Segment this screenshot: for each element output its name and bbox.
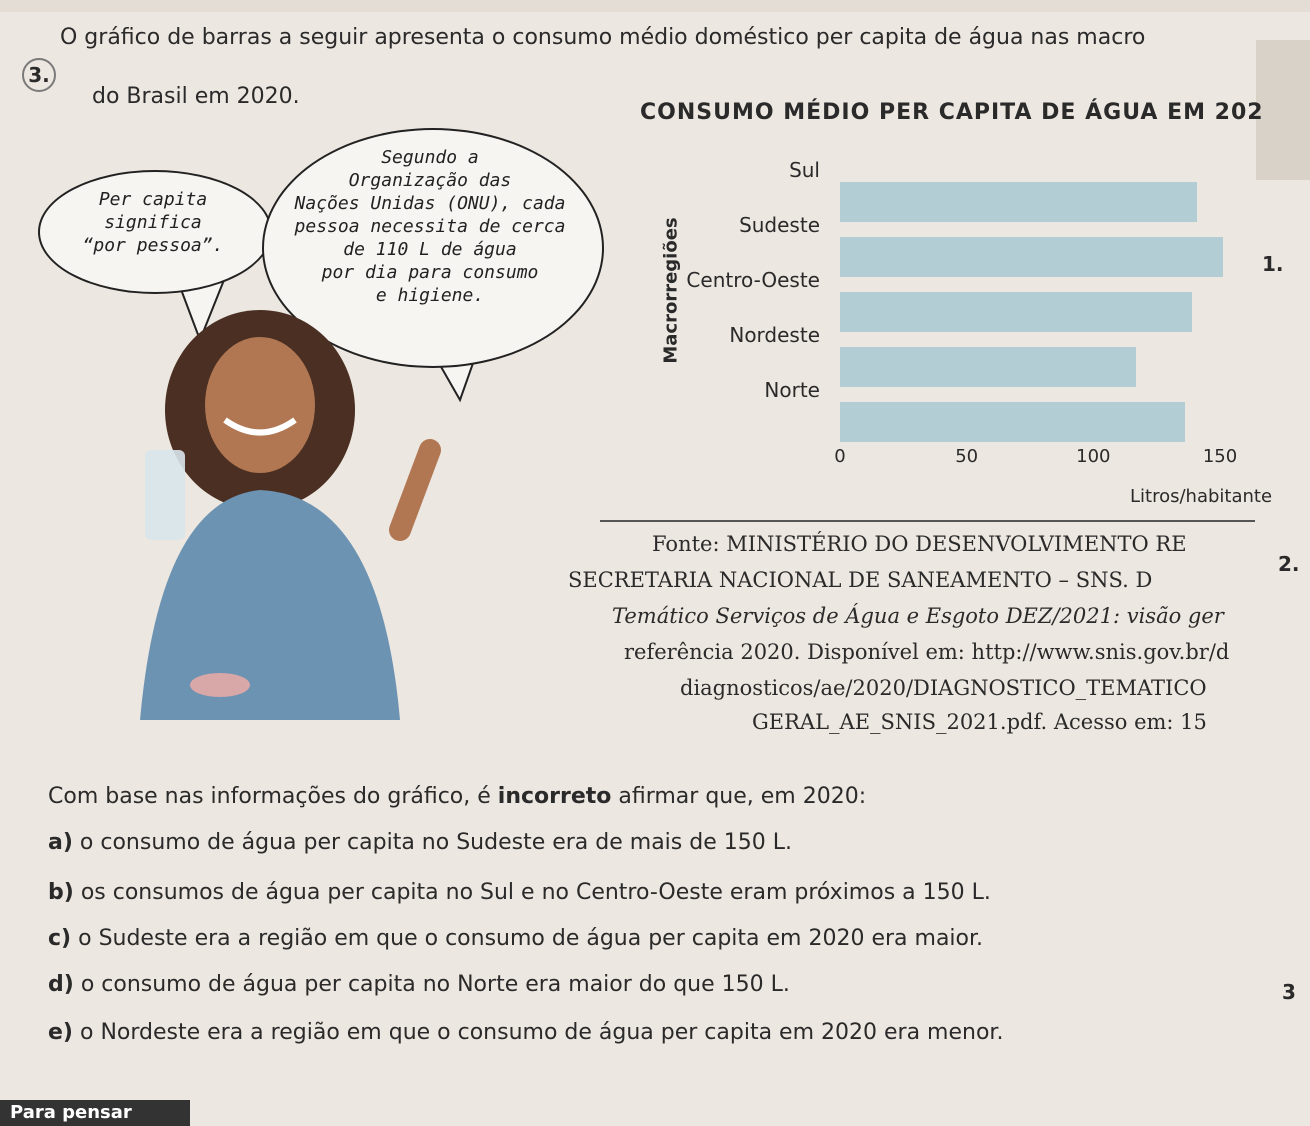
margin-number-2: 2. [1278, 552, 1300, 576]
option-b: b) os consumos de água per capita no Sul… [48, 880, 991, 905]
option-text: o Sudeste era a região em que o consumo … [78, 926, 984, 951]
footer-section-tab: Para pensar [0, 1100, 190, 1126]
question-number: 3. [22, 58, 56, 92]
person-illustration [140, 310, 441, 720]
bar-sudeste [840, 237, 1223, 277]
prompt-before: Com base nas informações do gráfico, é [48, 784, 498, 809]
prompt-after: afirmar que, em 2020: [611, 784, 867, 809]
side-panel [1256, 40, 1310, 180]
option-letter: e) [48, 1020, 73, 1045]
option-e: e) o Nordeste era a região em que o cons… [48, 1020, 1003, 1045]
option-letter: b) [48, 880, 74, 905]
source-line-1: Fonte: MINISTÉRIO DO DESENVOLVIMENTO RE [652, 532, 1187, 556]
chart-x-axis-label: Litros/habitante [1130, 486, 1273, 507]
bar-norte [840, 402, 1185, 442]
category-label: Nordeste [729, 323, 820, 347]
source-line-5: diagnosticos/ae/2020/DIAGNOSTICO_TEMATIC… [680, 676, 1207, 700]
speech-bubble-left-text: Per capita significa “por pessoa”. [82, 189, 224, 256]
option-letter: a) [48, 830, 73, 855]
source-line-3: Temático Serviços de Água e Esgoto DEZ/2… [612, 604, 1224, 628]
option-letter: c) [48, 926, 72, 951]
source-line-6: GERAL_AE_SNIS_2021.pdf. Acesso em: 15 [752, 710, 1207, 734]
category-label: Sul [789, 158, 820, 182]
option-text: o Nordeste era a região em que o consumo… [79, 1020, 1004, 1045]
chart-bottom-rule [600, 520, 1255, 522]
bar-sul [840, 182, 1198, 222]
option-letter: d) [48, 972, 74, 997]
option-a: a) o consumo de água per capita no Sudes… [48, 830, 792, 855]
page-header-strip [0, 0, 1310, 12]
x-tick-label: 100 [1076, 446, 1111, 467]
speech-bubble-right-text: Segundo a Organização das Nações Unidas … [294, 147, 566, 306]
x-tick-label: 50 [955, 446, 979, 467]
question-text-line2: do Brasil em 2020. [92, 84, 300, 109]
chart-title: CONSUMO MÉDIO PER CAPITA DE ÁGUA EM 202 [640, 100, 1264, 125]
bar-centro-oeste [840, 292, 1193, 332]
speech-bubble-right [262, 128, 604, 368]
margin-number-3: 3 [1282, 980, 1296, 1004]
margin-number-1: 1. [1262, 252, 1284, 276]
prompt-text: Com base nas informações do gráfico, é i… [48, 784, 866, 809]
source-line-2: SECRETARIA NACIONAL DE SANEAMENTO – SNS.… [568, 568, 1153, 592]
category-label: Sudeste [739, 213, 820, 237]
option-text: o consumo de água per capita no Norte er… [80, 972, 790, 997]
category-label: Norte [764, 378, 820, 402]
prompt-emphasis: incorreto [497, 784, 612, 809]
speech-bubble-left [38, 170, 272, 294]
option-d: d) o consumo de água per capita no Norte… [48, 972, 790, 997]
category-label: Centro-Oeste [686, 268, 820, 292]
x-tick-label: 150 [1202, 446, 1238, 467]
x-tick-label: 0 [834, 446, 846, 467]
option-text: os consumos de água per capita no Sul e … [80, 880, 991, 905]
bar-nordeste [840, 347, 1137, 387]
question-text: O gráfico de barras a seguir apresenta o… [60, 25, 1146, 50]
option-text: o consumo de água per capita no Sudeste … [79, 830, 792, 855]
source-line-4: referência 2020. Disponível em: http://w… [624, 640, 1230, 664]
bar-chart: Sul Sudeste Centro-Oeste Nordeste Norte 0 50 10… [640, 150, 1260, 490]
option-c: c) o Sudeste era a região em que o consu… [48, 926, 983, 951]
